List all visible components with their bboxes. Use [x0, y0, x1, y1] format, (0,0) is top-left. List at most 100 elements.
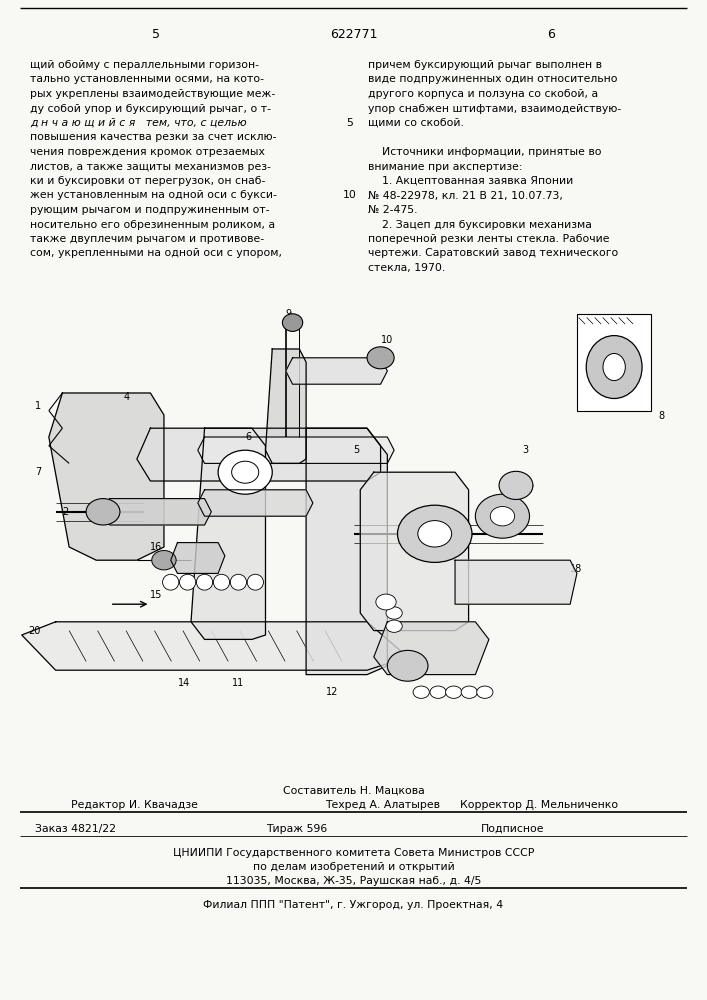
- Text: сом, укрепленными на одной оси с упором,: сом, укрепленными на одной оси с упором,: [30, 248, 282, 258]
- Ellipse shape: [461, 686, 477, 698]
- Polygon shape: [170, 543, 225, 573]
- Text: 13: 13: [489, 520, 501, 530]
- Text: тально установленными осями, на кото-: тально установленными осями, на кото-: [30, 75, 264, 85]
- Text: Корректор Д. Мельниченко: Корректор Д. Мельниченко: [460, 800, 618, 810]
- Text: № 48-22978, кл. 21 В 21, 10.07.73,: № 48-22978, кл. 21 В 21, 10.07.73,: [368, 190, 563, 200]
- Text: 8: 8: [658, 411, 665, 421]
- Text: чения повреждения кромок отрезаемых: чения повреждения кромок отрезаемых: [30, 147, 265, 157]
- Polygon shape: [306, 428, 387, 675]
- Ellipse shape: [586, 336, 642, 398]
- Ellipse shape: [218, 450, 272, 494]
- Text: Подписное: Подписное: [481, 824, 544, 834]
- Text: Источники информации, принятые во: Источники информации, принятые во: [368, 147, 602, 157]
- Text: стекла, 1970.: стекла, 1970.: [368, 263, 445, 273]
- Ellipse shape: [413, 686, 429, 698]
- Ellipse shape: [499, 471, 533, 499]
- Polygon shape: [198, 437, 394, 463]
- Ellipse shape: [490, 507, 515, 526]
- Ellipse shape: [282, 314, 303, 331]
- Text: 1: 1: [35, 401, 42, 411]
- Polygon shape: [455, 560, 577, 604]
- Text: жен установленным на одной оси с букси-: жен установленным на одной оси с букси-: [30, 190, 277, 200]
- Text: 6: 6: [245, 432, 251, 442]
- Text: 10: 10: [380, 335, 393, 345]
- Text: 2. Зацеп для буксировки механизма: 2. Зацеп для буксировки механизма: [368, 220, 592, 230]
- Text: рующим рычагом и подпружиненным от-: рующим рычагом и подпружиненным от-: [30, 205, 269, 215]
- Ellipse shape: [430, 686, 446, 698]
- Polygon shape: [266, 349, 306, 463]
- Text: щими со скобой.: щими со скобой.: [368, 118, 464, 128]
- Polygon shape: [137, 428, 380, 481]
- Ellipse shape: [397, 505, 472, 562]
- Ellipse shape: [477, 686, 493, 698]
- Ellipse shape: [197, 574, 213, 590]
- Text: 19: 19: [448, 687, 460, 697]
- Text: ду собой упор и буксирующий рычаг, о т-: ду собой упор и буксирующий рычаг, о т-: [30, 104, 271, 113]
- Ellipse shape: [247, 574, 264, 590]
- Ellipse shape: [86, 499, 120, 525]
- Text: Редактор И. Квачадзе: Редактор И. Квачадзе: [71, 800, 197, 810]
- Text: по делам изобретений и открытий: по делам изобретений и открытий: [252, 862, 455, 872]
- Text: 20: 20: [28, 626, 41, 636]
- Ellipse shape: [180, 574, 196, 590]
- Ellipse shape: [475, 494, 530, 538]
- Polygon shape: [49, 393, 164, 560]
- Ellipse shape: [376, 594, 396, 610]
- Bar: [577, 314, 651, 411]
- Text: Заказ 4821/22: Заказ 4821/22: [35, 824, 117, 834]
- Text: № 2-475.: № 2-475.: [368, 205, 418, 215]
- Text: 622771: 622771: [329, 28, 378, 41]
- Text: 12: 12: [327, 687, 339, 697]
- Text: чертежи. Саратовский завод технического: чертежи. Саратовский завод технического: [368, 248, 618, 258]
- Text: внимание при акспертизе:: внимание при акспертизе:: [368, 161, 522, 172]
- Text: д н ч а ю щ и й с я   тем, что, с целью: д н ч а ю щ и й с я тем, что, с целью: [30, 118, 247, 128]
- Text: 6: 6: [547, 28, 556, 41]
- Text: виде подпружиненных один относительно: виде подпружиненных один относительно: [368, 75, 617, 85]
- Ellipse shape: [232, 461, 259, 483]
- Text: листов, а также защиты механизмов рез-: листов, а также защиты механизмов рез-: [30, 161, 271, 172]
- Text: 4: 4: [123, 392, 129, 402]
- Ellipse shape: [418, 521, 452, 547]
- Polygon shape: [191, 428, 266, 639]
- Text: 14: 14: [177, 678, 189, 688]
- Ellipse shape: [386, 620, 402, 632]
- Ellipse shape: [152, 551, 176, 570]
- Text: носительно его обрезиненным роликом, а: носительно его обрезиненным роликом, а: [30, 220, 275, 230]
- Polygon shape: [361, 472, 469, 631]
- Text: Филиал ППП "Патент", г. Ужгород, ул. Проектная, 4: Филиал ППП "Патент", г. Ужгород, ул. Про…: [204, 900, 503, 910]
- Polygon shape: [103, 499, 211, 525]
- Text: причем буксирующий рычаг выполнен в: причем буксирующий рычаг выполнен в: [368, 60, 602, 70]
- Text: упор снабжен штифтами, взаимодействую-: упор снабжен штифтами, взаимодействую-: [368, 104, 621, 113]
- Text: 16: 16: [151, 542, 163, 552]
- Text: 18: 18: [570, 564, 583, 574]
- Text: 5: 5: [151, 28, 160, 41]
- Polygon shape: [22, 622, 408, 670]
- Text: Тираж 596: Тираж 596: [267, 824, 327, 834]
- Text: 2: 2: [62, 507, 69, 517]
- Text: также двуплечим рычагом и противове-: также двуплечим рычагом и противове-: [30, 234, 264, 244]
- Text: рых укреплены взаимодействующие меж-: рых укреплены взаимодействующие меж-: [30, 89, 275, 99]
- Text: 17: 17: [522, 485, 535, 495]
- Text: 5: 5: [354, 445, 360, 455]
- Text: 113035, Москва, Ж-35, Раушская наб., д. 4/5: 113035, Москва, Ж-35, Раушская наб., д. …: [226, 876, 481, 886]
- Ellipse shape: [386, 607, 402, 619]
- Text: Техред А. Алатырев: Техред А. Алатырев: [325, 800, 440, 810]
- Ellipse shape: [367, 347, 394, 369]
- Ellipse shape: [214, 574, 230, 590]
- Ellipse shape: [230, 574, 247, 590]
- Text: поперечной резки ленты стекла. Рабочие: поперечной резки ленты стекла. Рабочие: [368, 234, 609, 244]
- Text: 9: 9: [286, 309, 292, 319]
- Text: 7: 7: [35, 467, 42, 477]
- Polygon shape: [198, 490, 313, 516]
- Text: другого корпуса и ползуна со скобой, а: другого корпуса и ползуна со скобой, а: [368, 89, 598, 99]
- Ellipse shape: [603, 353, 625, 381]
- Text: 5: 5: [346, 118, 354, 128]
- Polygon shape: [286, 358, 387, 384]
- Text: 11: 11: [232, 678, 244, 688]
- Polygon shape: [374, 622, 489, 675]
- Text: 1. Акцептованная заявка Японии: 1. Акцептованная заявка Японии: [368, 176, 573, 186]
- Text: 10: 10: [343, 190, 357, 200]
- Text: повышения качества резки за счет исклю-: повышения качества резки за счет исклю-: [30, 132, 276, 142]
- Text: ки и буксировки от перегрузок, он снаб-: ки и буксировки от перегрузок, он снаб-: [30, 176, 265, 186]
- Text: 3: 3: [522, 445, 529, 455]
